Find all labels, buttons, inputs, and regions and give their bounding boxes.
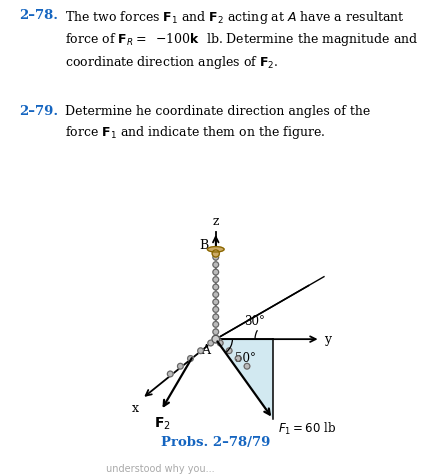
Text: y: y [324,333,331,346]
Ellipse shape [208,247,224,252]
Text: $\mathbf{F}_2$: $\mathbf{F}_2$ [154,415,170,432]
Circle shape [213,307,219,312]
Circle shape [213,262,219,268]
Circle shape [213,269,219,275]
Text: z: z [213,216,219,228]
Circle shape [235,356,241,361]
Text: 30°: 30° [244,316,265,328]
Polygon shape [216,339,273,419]
Circle shape [198,348,203,354]
Circle shape [213,292,219,298]
Circle shape [213,321,219,327]
Circle shape [217,340,223,346]
Circle shape [244,363,250,369]
Circle shape [168,371,173,377]
Text: 2–78.: 2–78. [19,9,58,22]
Text: Probs. 2–78/79: Probs. 2–78/79 [161,436,271,448]
Text: $F_1 = 60$ lb: $F_1 = 60$ lb [278,421,336,437]
Circle shape [226,348,232,354]
Text: understood why you...: understood why you... [106,464,214,474]
Text: The two forces $\mathbf{F}_1$ and $\mathbf{F}_2$ acting at $A$ have a resultant
: The two forces $\mathbf{F}_1$ and $\math… [65,9,419,70]
Circle shape [213,299,219,305]
Text: 50°: 50° [235,352,256,365]
Circle shape [213,254,219,260]
Circle shape [212,250,219,257]
Text: Determine he coordinate direction angles of the
force $\mathbf{F}_1$ and indicat: Determine he coordinate direction angles… [65,105,371,140]
Circle shape [212,335,219,343]
Text: A: A [201,344,210,357]
Circle shape [178,363,183,369]
Text: B: B [199,239,208,252]
Circle shape [188,356,193,361]
Text: 2–79.: 2–79. [19,105,58,118]
Circle shape [213,314,219,320]
Text: x: x [131,402,138,415]
Circle shape [208,340,214,346]
Circle shape [213,284,219,290]
Circle shape [213,277,219,282]
Circle shape [213,329,219,335]
